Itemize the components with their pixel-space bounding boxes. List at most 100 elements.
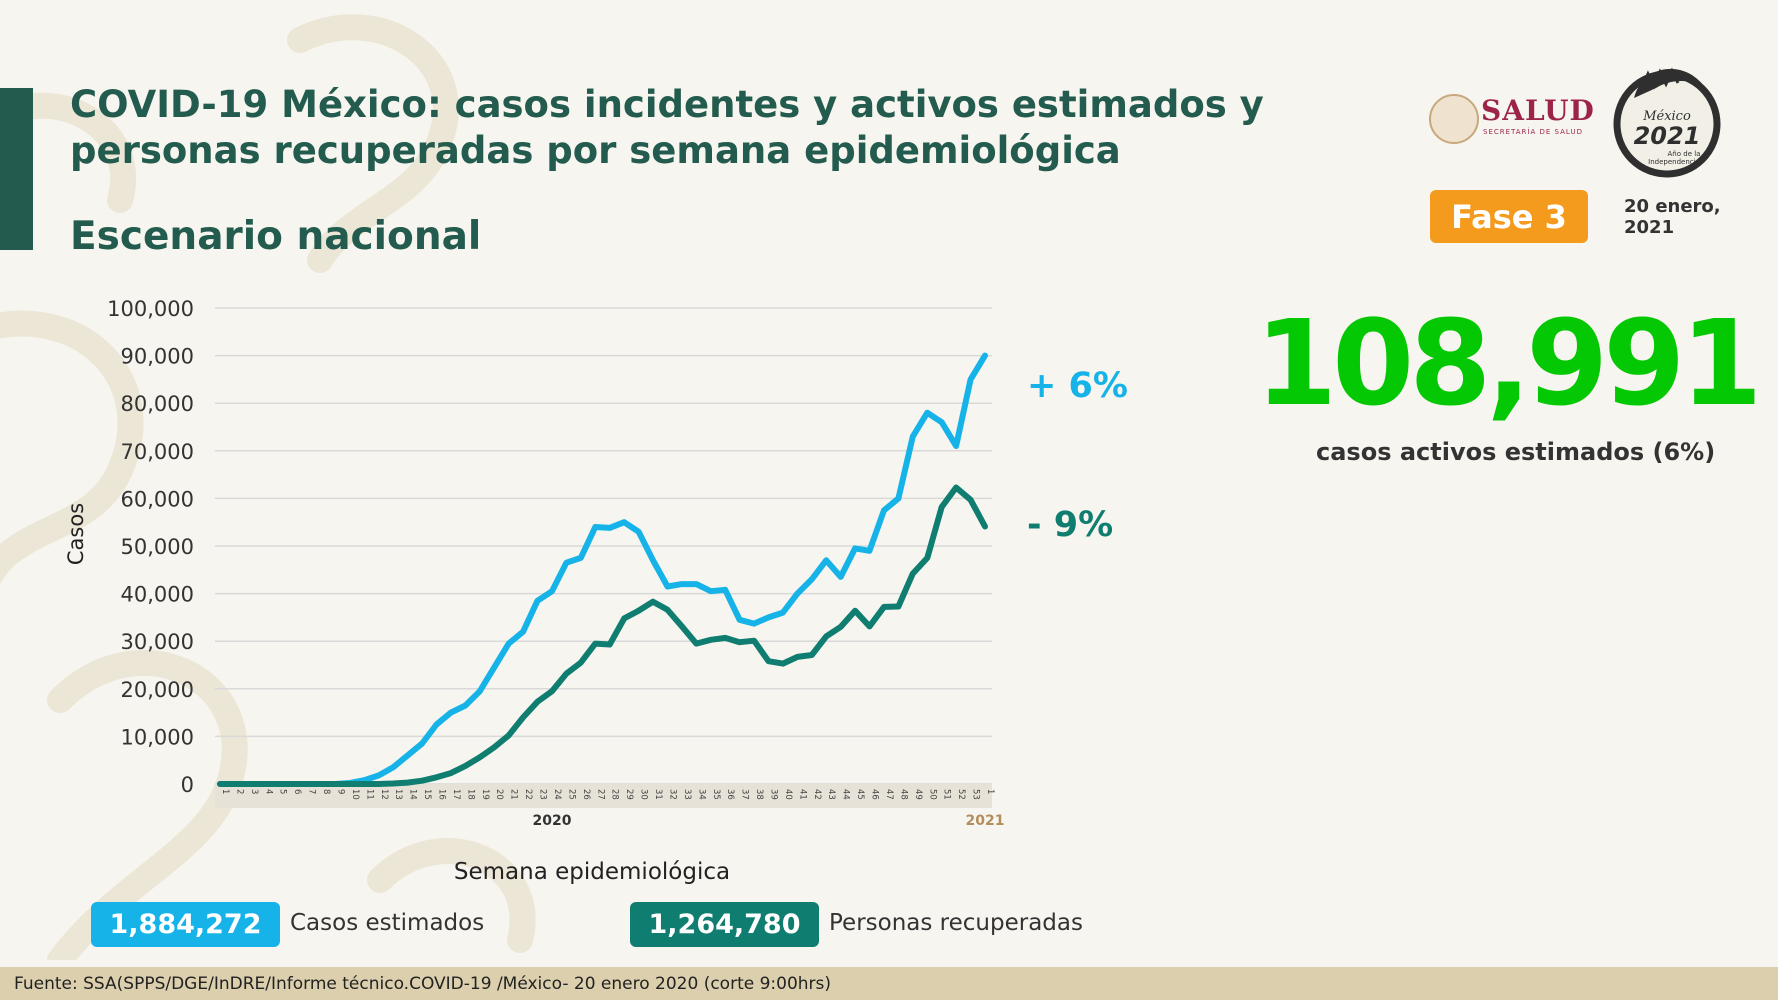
x-tick-label: 41 [797, 789, 807, 800]
y-tick-label: 70,000 [121, 440, 194, 464]
x-tick-label: 14 [408, 789, 418, 800]
x-tick-label: 10 [350, 789, 360, 800]
title-line-2: personas recuperadas por semana epidemio… [70, 129, 1121, 172]
y-tick-label: 20,000 [121, 678, 194, 702]
svg-text:Año de la: Año de la [1668, 150, 1701, 158]
x-tick-label: 1 [985, 789, 995, 794]
x-tick-label: 19 [480, 789, 490, 800]
y-tick-label: 80,000 [121, 392, 194, 416]
report-date-line-2: 2021 [1624, 217, 1675, 238]
y-tick-label: 90,000 [121, 345, 194, 369]
x-tick-label: 39 [768, 789, 778, 800]
x-tick-label: 22 [523, 789, 533, 800]
x-tick-label: 48 [898, 789, 908, 800]
report-date: 20 enero, 2021 [1624, 196, 1734, 238]
svg-text:Independencia: Independencia [1648, 158, 1700, 166]
x-tick-label: 7 [307, 789, 317, 794]
eagle-emblem-icon [1429, 94, 1479, 144]
x-tick-label: 30 [639, 789, 649, 800]
x-tick-label: 11 [364, 789, 374, 800]
x-tick-label: 3 [249, 789, 259, 794]
x-tick-label: 37 [740, 789, 750, 800]
recovered-pill: 1,264,780 [630, 902, 819, 947]
salud-logo: SALUD SECRETARÍA DE SALUD [1425, 88, 1595, 148]
estimated-cases-pill: 1,884,272 [91, 902, 280, 947]
x-tick-label: 50 [927, 789, 937, 800]
active-cases-number: 108,991 [1255, 294, 1762, 432]
x-tick-label: 26 [581, 789, 591, 800]
year-label: 2020 [532, 813, 571, 829]
salud-logo-text: SALUD [1481, 94, 1595, 127]
x-axis-title: Semana epidemiológica [454, 859, 730, 885]
x-tick-label: 51 [942, 789, 952, 800]
x-tick-label: 28 [610, 789, 620, 800]
mexico-2021-seal-icon: México 2021 Año de la Independencia [1613, 67, 1721, 178]
y-tick-label: 60,000 [121, 487, 194, 511]
page-title: COVID-19 México: casos incidentes y acti… [70, 82, 1320, 174]
y-axis-title: Casos [64, 503, 88, 565]
x-tick-label: 36 [725, 789, 735, 800]
x-tick-label: 6 [292, 789, 302, 794]
title-accent-bar [0, 88, 33, 250]
y-tick-label: 0 [181, 773, 194, 797]
active-cases-label: casos activos estimados (6%) [1316, 438, 1716, 466]
report-date-line-1: 20 enero, [1624, 196, 1721, 217]
y-tick-label: 100,000 [107, 297, 194, 321]
x-tick-label: 29 [624, 789, 634, 800]
svg-text:México: México [1642, 109, 1691, 124]
y-tick-label: 30,000 [121, 630, 194, 654]
page-subtitle: Escenario nacional [70, 214, 482, 259]
x-tick-label: 16 [437, 789, 447, 800]
x-tick-label: 20 [494, 789, 504, 800]
phase-badge: Fase 3 [1430, 190, 1588, 243]
x-tick-label: 35 [711, 789, 721, 800]
x-tick-label: 42 [812, 789, 822, 800]
salud-logo-subtext: SECRETARÍA DE SALUD [1483, 128, 1583, 136]
x-tick-label: 33 [682, 789, 692, 800]
x-tick-label: 2 [234, 789, 244, 794]
svg-text:2021: 2021 [1634, 122, 1701, 150]
footer-bar: Fuente: SSA(SPPS/DGE/InDRE/Informe técni… [0, 967, 1778, 1000]
x-tick-label: 8 [321, 789, 331, 794]
x-tick-label: 18 [465, 789, 475, 800]
x-tick-label: 43 [826, 789, 836, 800]
y-tick-label: 40,000 [121, 583, 194, 607]
title-line-1: COVID-19 México: casos incidentes y acti… [70, 83, 1264, 126]
x-tick-label: 46 [870, 789, 880, 800]
x-tick-label: 40 [783, 789, 793, 800]
source-note: Fuente: SSA(SPPS/DGE/InDRE/Informe técni… [14, 974, 832, 994]
x-tick-label: 24 [552, 789, 562, 800]
x-tick-label: 23 [538, 789, 548, 800]
x-tick-label: 12 [379, 789, 389, 800]
estimated-cases-label: Casos estimados [290, 910, 485, 936]
x-tick-label: 52 [956, 789, 966, 800]
x-tick-label: 31 [653, 789, 663, 800]
recovered-change-label: - 9% [1027, 505, 1114, 545]
x-tick-label: 9 [335, 789, 345, 794]
x-tick-label: 49 [913, 789, 923, 800]
x-axis-band [215, 784, 992, 808]
x-tick-label: 47 [884, 789, 894, 800]
x-tick-label: 38 [754, 789, 764, 800]
recovered-line [217, 484, 988, 787]
x-tick-label: 1 [220, 789, 230, 794]
y-tick-label: 50,000 [121, 535, 194, 559]
x-tick-label: 53 [971, 789, 981, 800]
recovered-label: Personas recuperadas [829, 910, 1083, 936]
x-tick-label: 34 [696, 789, 706, 800]
x-tick-label: 17 [451, 789, 461, 800]
x-tick-label: 32 [667, 789, 677, 800]
x-tick-label: 25 [566, 789, 576, 800]
x-tick-label: 45 [855, 789, 865, 800]
x-tick-label: 4 [263, 789, 273, 794]
incident-cases-line [217, 352, 988, 787]
x-tick-label: 15 [422, 789, 432, 800]
weekly-cases-chart: 0 10,000 20,000 30,000 40,000 50,000 60,000 70,… [64, 297, 1005, 885]
y-tick-label: 10,000 [121, 725, 194, 749]
year-label: 2021 [966, 813, 1005, 829]
x-tick-label: 21 [509, 789, 519, 800]
incident-change-label: + 6% [1027, 366, 1128, 406]
x-tick-label: 44 [841, 789, 851, 800]
x-tick-label: 27 [595, 789, 605, 800]
x-tick-label: 5 [278, 789, 288, 794]
